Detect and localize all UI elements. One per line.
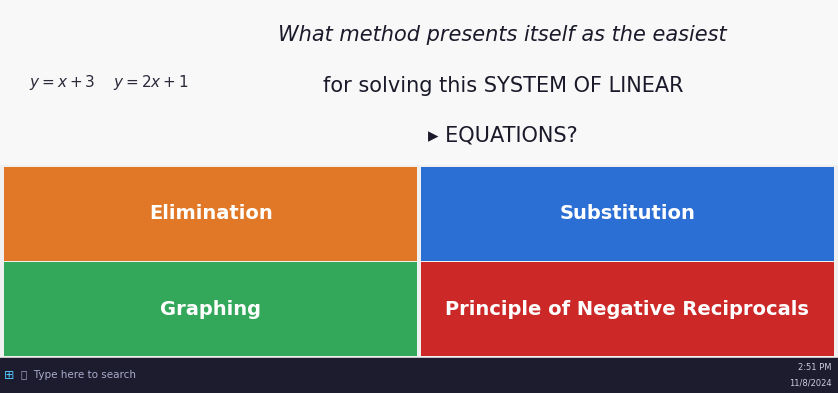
Text: $y=x+3$: $y=x+3$	[29, 73, 96, 92]
Text: Elimination: Elimination	[149, 204, 272, 223]
Text: ▸ EQUATIONS?: ▸ EQUATIONS?	[428, 126, 577, 145]
Bar	[0, 358, 838, 393]
Text: $y=2x+1$: $y=2x+1$	[113, 73, 189, 92]
Text: 2:51 PM: 2:51 PM	[798, 363, 831, 372]
Bar	[0, 0, 838, 165]
Text: for solving this SYSTEM OF LINEAR: for solving this SYSTEM OF LINEAR	[323, 77, 683, 96]
Text: Principle of Negative Reciprocals: Principle of Negative Reciprocals	[445, 300, 810, 319]
Bar	[421, 262, 834, 356]
Text: Graphing: Graphing	[160, 300, 261, 319]
Text: What method presents itself as the easiest: What method presents itself as the easie…	[278, 26, 727, 45]
Bar	[421, 167, 834, 261]
Text: ⊞: ⊞	[4, 369, 15, 382]
Text: 11/8/2024: 11/8/2024	[789, 379, 831, 388]
Text: Substitution: Substitution	[559, 204, 696, 223]
Text: 🔍  Type here to search: 🔍 Type here to search	[21, 371, 136, 380]
Bar	[4, 262, 417, 356]
Bar	[4, 167, 417, 261]
